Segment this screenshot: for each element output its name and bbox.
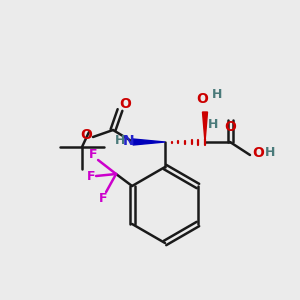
Text: O: O	[119, 97, 131, 111]
Text: H: H	[115, 134, 125, 148]
Text: F: F	[99, 193, 107, 206]
Text: F: F	[87, 169, 95, 182]
Text: N: N	[123, 134, 135, 148]
Polygon shape	[133, 139, 165, 145]
Text: O: O	[252, 146, 264, 160]
Text: O: O	[196, 92, 208, 106]
Text: H: H	[265, 146, 275, 158]
Polygon shape	[202, 112, 208, 142]
Text: H: H	[208, 118, 218, 130]
Text: H: H	[212, 88, 222, 101]
Text: O: O	[224, 120, 236, 134]
Text: F: F	[89, 148, 97, 161]
Text: O: O	[80, 128, 92, 142]
